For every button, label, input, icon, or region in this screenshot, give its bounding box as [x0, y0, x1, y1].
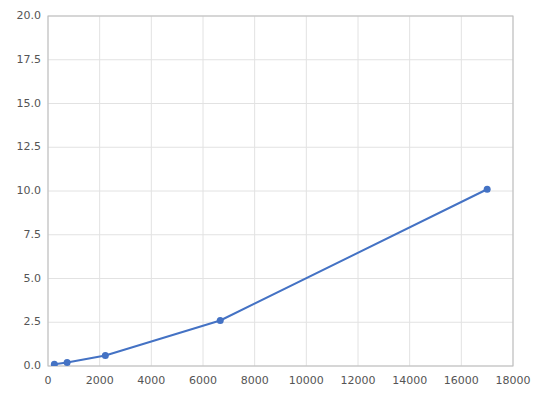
- y-grid-line: [48, 278, 513, 279]
- y-tick-label: 17.5: [17, 53, 42, 66]
- y-tick-label: 10.0: [17, 184, 42, 197]
- x-grid-line: [461, 16, 462, 366]
- x-tick-label: 0: [45, 374, 52, 387]
- x-tick-label: 16000: [444, 374, 479, 387]
- line: [54, 189, 487, 364]
- x-tick-label: 6000: [189, 374, 217, 387]
- x-grid-line: [306, 16, 307, 366]
- x-tick-label: 8000: [241, 374, 269, 387]
- x-grid-line: [99, 16, 100, 366]
- plot-background: [48, 16, 513, 366]
- x-tick-label: 2000: [86, 374, 114, 387]
- x-tick-label: 14000: [392, 374, 427, 387]
- y-tick-label: 5.0: [24, 272, 42, 285]
- y-grid-line: [48, 322, 513, 323]
- marker: [217, 317, 224, 324]
- x-grid-line: [203, 16, 204, 366]
- x-tick-label: 4000: [137, 374, 165, 387]
- chart-container: 0.0 2.5 5.0 7.5 10.0 12.5 15.0 17.5 20.0 0 2000 400…: [0, 0, 533, 400]
- y-tick-label: 15.0: [17, 97, 42, 110]
- y-tick-label: 2.5: [24, 315, 42, 328]
- chart: 0.0 2.5 5.0 7.5 10.0 12.5 15.0 17.5 20.0 0 2000 400…: [0, 0, 533, 400]
- y-tick-label: 12.5: [17, 140, 42, 153]
- x-tick-label: 12000: [341, 374, 376, 387]
- y-grid-line: [48, 191, 513, 192]
- y-grid-line: [48, 234, 513, 235]
- x-tick-label: 18000: [496, 374, 531, 387]
- y-tick-label: 7.5: [24, 228, 42, 241]
- y-grid-line: [48, 147, 513, 148]
- marker: [484, 186, 491, 193]
- y-tick-label: 0.0: [24, 359, 42, 372]
- axes: 0.0 2.5 5.0 7.5 10.0 12.5 15.0 17.5 20.0 0 2000 400…: [17, 9, 531, 387]
- marker: [64, 359, 71, 366]
- x-grid-line: [409, 16, 410, 366]
- x-tick-label: 10000: [289, 374, 324, 387]
- marker: [102, 352, 109, 359]
- x-grid-line: [254, 16, 255, 366]
- y-tick-label: 20.0: [17, 9, 42, 22]
- y-grid-line: [48, 59, 513, 60]
- series: [51, 186, 491, 366]
- grid: [48, 16, 513, 366]
- marker: [51, 361, 58, 366]
- y-grid-line: [48, 103, 513, 104]
- x-grid-line: [358, 16, 359, 366]
- plot-frame: [48, 16, 513, 366]
- x-grid-line: [151, 16, 152, 366]
